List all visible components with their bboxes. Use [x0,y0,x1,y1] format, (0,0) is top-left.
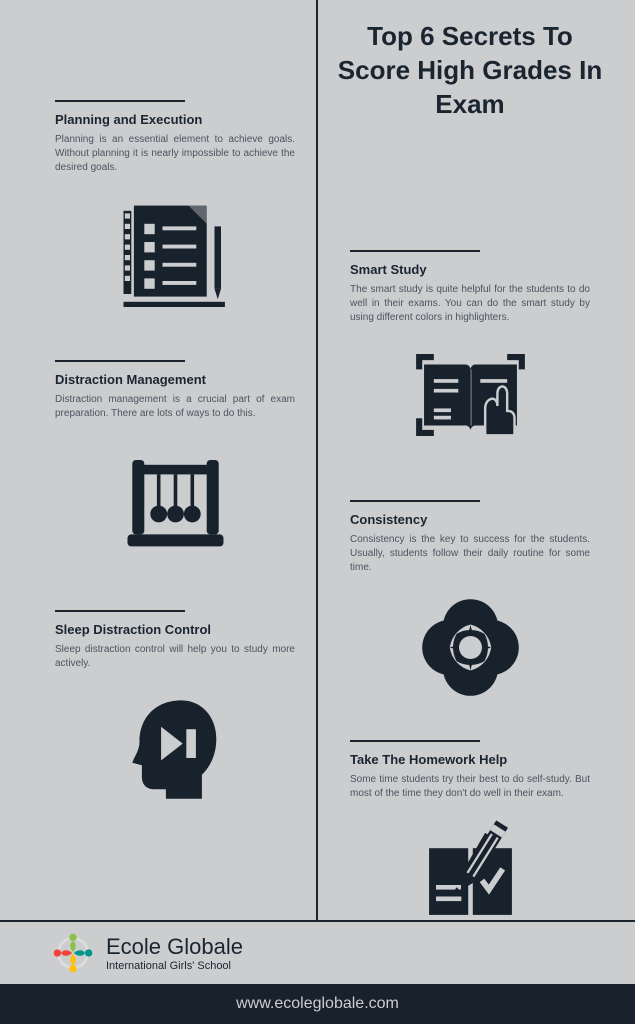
section-title: Planning and Execution [55,100,295,127]
pendulum-icon [103,436,248,556]
section-planning: Planning and Execution Planning is an es… [55,100,295,320]
notebook-pencil-icon [398,816,543,931]
venn-icon [398,590,543,705]
logo: Ecole Globale International Girls' Schoo… [50,930,243,976]
clipboard-icon [103,190,248,320]
footer-divider [0,920,635,922]
section-smart-study: Smart Study The smart study is quite hel… [350,250,590,450]
section-title: Take The Homework Help [350,740,590,767]
section-title: Distraction Management [55,360,295,387]
section-body: Distraction management is a crucial part… [55,393,295,421]
section-homework: Take The Homework Help Some time student… [350,740,590,931]
footer-url: www.ecoleglobale.com [0,984,635,1024]
section-body: The smart study is quite helpful for the… [350,283,590,325]
logo-subtitle: International Girls' School [106,960,243,972]
book-hand-icon [398,340,543,450]
section-body: Sleep distraction control will help you … [55,643,295,671]
logo-title: Ecole Globale [106,934,243,960]
section-title: Consistency [350,500,590,527]
section-sleep: Sleep Distraction Control Sleep distract… [55,610,295,806]
section-body: Consistency is the key to success for th… [350,533,590,575]
section-title: Sleep Distraction Control [55,610,295,637]
section-title: Smart Study [350,250,590,277]
section-consistency: Consistency Consistency is the key to su… [350,500,590,705]
head-brain-icon [103,686,248,806]
vertical-divider [316,0,318,920]
section-body: Some time students try their best to do … [350,773,590,801]
section-distraction: Distraction Management Distraction manag… [55,360,295,556]
page-title: Top 6 Secrets To Score High Grades In Ex… [335,20,605,121]
section-body: Planning is an essential element to achi… [55,133,295,175]
logo-icon [50,930,96,976]
